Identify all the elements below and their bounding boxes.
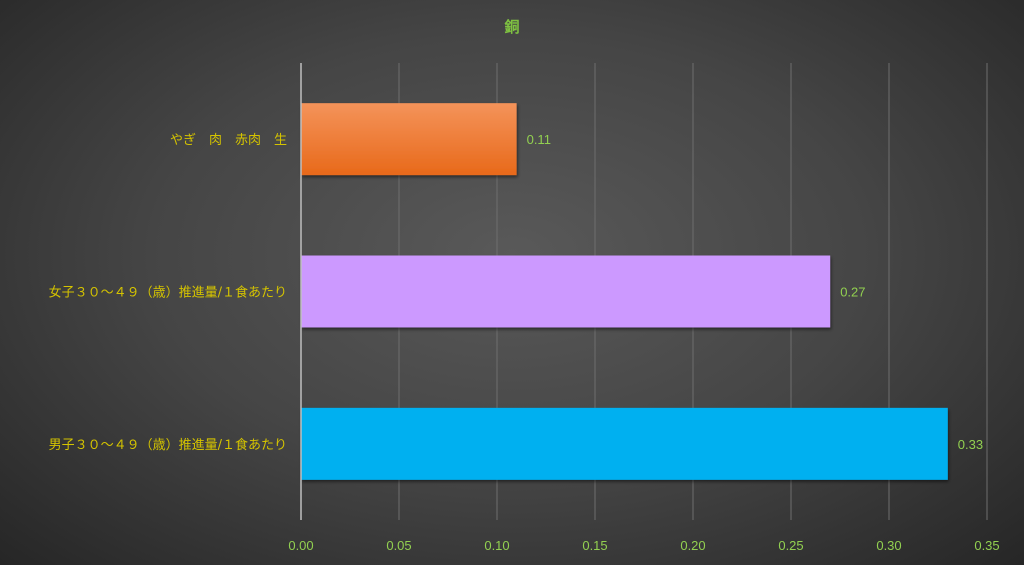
bar [301, 255, 831, 328]
x-tick-label: 0.20 [680, 538, 705, 553]
bar [301, 103, 517, 176]
category-label: 男子３０～４９（歳）推進量/１食あたり [49, 437, 287, 453]
x-tick-label: 0.05 [386, 538, 411, 553]
data-label: 0.33 [958, 437, 983, 452]
x-tick-label: 0.30 [876, 538, 901, 553]
x-tick-label: 0.25 [778, 538, 803, 553]
chart-title: 銅 [504, 18, 520, 36]
x-tick-label: 0.35 [974, 538, 999, 553]
data-label: 0.11 [527, 132, 551, 147]
category-label: 女子３０～４９（歳）推進量/１食あたり [49, 285, 287, 301]
bar [301, 407, 948, 480]
category-label: やぎ 肉 赤肉 生 [170, 133, 287, 148]
x-tick-label: 0.00 [288, 538, 313, 553]
x-tick-label: 0.15 [582, 538, 607, 553]
data-label: 0.27 [840, 285, 865, 300]
x-tick-label: 0.10 [484, 538, 509, 553]
